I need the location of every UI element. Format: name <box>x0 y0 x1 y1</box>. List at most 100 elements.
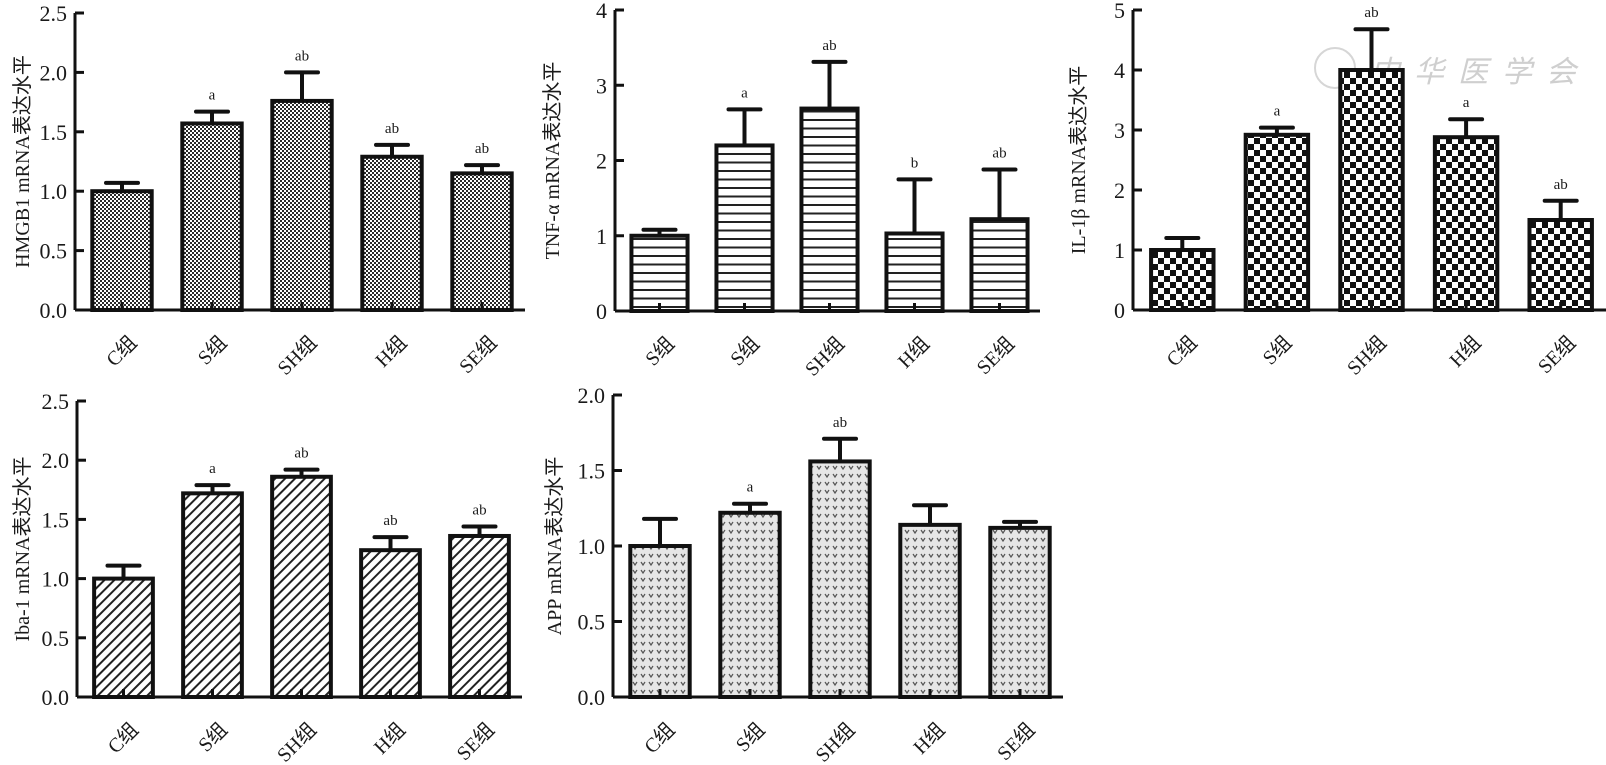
bar <box>270 98 334 312</box>
significance-label: ab <box>295 48 309 64</box>
y-tick-label: 2.5 <box>40 1 68 26</box>
bar <box>359 548 422 700</box>
y-tick-label: 2.0 <box>42 448 70 473</box>
y-axis-title: Iba-1 mRNA表达水平 <box>11 457 34 642</box>
bar <box>884 231 945 313</box>
significance-label: ab <box>475 141 489 157</box>
bar <box>448 533 511 700</box>
significance-label: a <box>747 480 754 496</box>
y-tick-label: 3 <box>596 73 607 98</box>
bar <box>1149 248 1216 312</box>
significance-label: ab <box>383 513 397 529</box>
significance-label: ab <box>472 503 486 519</box>
y-tick-label: 1.5 <box>40 120 68 145</box>
bar <box>799 106 860 313</box>
bar <box>180 121 244 313</box>
x-tick-label: SE组 <box>972 332 1019 379</box>
significance-label: ab <box>833 415 847 431</box>
x-tick-label: C组 <box>102 331 142 371</box>
y-axis-title: HMGB1 mRNA表达水平 <box>11 55 34 268</box>
y-tick-label: 3 <box>1114 118 1125 143</box>
y-tick-label: 2.0 <box>578 383 606 408</box>
chart-app: 0.0 0.5 1.0 1.5 2.0 APP mRNA表达水平 C组 a S组 ab SH组 H组 S… <box>543 383 1063 765</box>
bar <box>1527 218 1594 312</box>
x-tick-label: C组 <box>640 718 680 758</box>
x-tick-label: H组 <box>893 332 934 373</box>
y-tick-label: 1.5 <box>42 507 70 532</box>
significance-label: a <box>209 461 216 477</box>
bar <box>714 143 775 313</box>
chart-iba1: 0.0 0.5 1.0 1.5 2.0 2.5 Iba-1 mRNA表达水平 C组 a S组 ab S… <box>11 389 522 765</box>
y-tick-label: 0.5 <box>578 610 606 635</box>
significance-label: a <box>1463 95 1470 111</box>
y-tick-label: 0.5 <box>42 626 70 651</box>
y-tick-label: 5 <box>1114 0 1125 23</box>
y-tick-label: 0.0 <box>42 685 70 710</box>
y-tick-label: 4 <box>596 0 607 23</box>
x-tick-label: S组 <box>194 718 232 756</box>
y-tick-label: 2 <box>596 149 607 174</box>
chart-hmgb1: 0.0 0.5 1.0 1.5 2.0 2.5 HMGB1 mRNA表达水平 C组 a S组 ab S… <box>11 1 525 380</box>
y-tick-label: 0.0 <box>578 685 606 710</box>
x-tick-label: S组 <box>641 332 679 370</box>
y-tick-label: 0.0 <box>40 298 68 323</box>
y-tick-label: 4 <box>1114 58 1125 83</box>
bar <box>270 474 333 699</box>
significance-label: a <box>209 88 216 104</box>
x-tick-label: H组 <box>909 718 950 759</box>
bar <box>181 491 244 699</box>
chart-tnfa: 0 1 2 3 4 TNF-α mRNA表达水平 S组 a S组 ab SH组 b H组 ab SE组 <box>541 0 1040 381</box>
x-tick-label: H组 <box>371 331 412 372</box>
bar <box>90 189 154 312</box>
bar <box>898 522 962 699</box>
x-tick-label: C组 <box>103 718 143 758</box>
x-tick-label: SE组 <box>452 718 499 765</box>
bar <box>92 576 155 699</box>
significance-label: ab <box>992 146 1006 162</box>
x-tick-label: S组 <box>731 718 769 756</box>
y-tick-label: 1 <box>596 224 607 249</box>
x-tick-label: H组 <box>369 718 410 759</box>
x-tick-label: SH组 <box>272 718 320 765</box>
x-tick-label: SE组 <box>993 718 1040 765</box>
y-tick-label: 2.0 <box>40 60 68 85</box>
bar <box>969 217 1030 314</box>
bar <box>629 233 690 313</box>
x-tick-label: S组 <box>193 331 231 369</box>
bar <box>1432 135 1500 312</box>
x-tick-label: S组 <box>726 332 764 370</box>
significance-label: a <box>1274 104 1281 120</box>
y-tick-label: 1.0 <box>40 179 68 204</box>
significance-label: ab <box>1364 5 1378 21</box>
y-tick-label: 1 <box>1114 238 1125 263</box>
x-tick-label: SE组 <box>455 331 502 378</box>
x-tick-label: H组 <box>1445 331 1486 372</box>
y-tick-label: 2 <box>1114 178 1125 203</box>
chart-il1b: 0 1 2 3 4 5 IL-1β mRNA表达水平 C组 a S组 ab SH组 a H组 ab SE组 <box>1067 0 1606 380</box>
y-tick-label: 0 <box>596 299 607 324</box>
y-axis-title: IL-1β mRNA表达水平 <box>1067 66 1090 255</box>
significance-label: a <box>741 85 748 101</box>
significance-label: ab <box>385 121 399 137</box>
bar <box>628 544 692 699</box>
x-tick-label: S组 <box>1258 331 1296 369</box>
y-tick-label: 2.5 <box>42 389 70 414</box>
significance-label: b <box>911 155 919 171</box>
bar <box>718 510 782 700</box>
significance-label: ab <box>1554 177 1568 193</box>
x-tick-label: C组 <box>1162 331 1202 371</box>
y-tick-label: 1.5 <box>578 459 606 484</box>
y-tick-label: 0 <box>1114 298 1125 323</box>
bar <box>1338 68 1405 312</box>
y-tick-label: 1.0 <box>42 567 70 592</box>
significance-label: ab <box>294 446 308 462</box>
x-tick-label: SH组 <box>273 331 321 379</box>
bar <box>1243 132 1311 312</box>
bar <box>988 525 1052 699</box>
x-tick-label: SH组 <box>800 332 848 380</box>
x-tick-label: SH组 <box>811 718 859 765</box>
y-tick-label: 1.0 <box>578 534 606 559</box>
x-tick-label: SE组 <box>1533 331 1580 378</box>
